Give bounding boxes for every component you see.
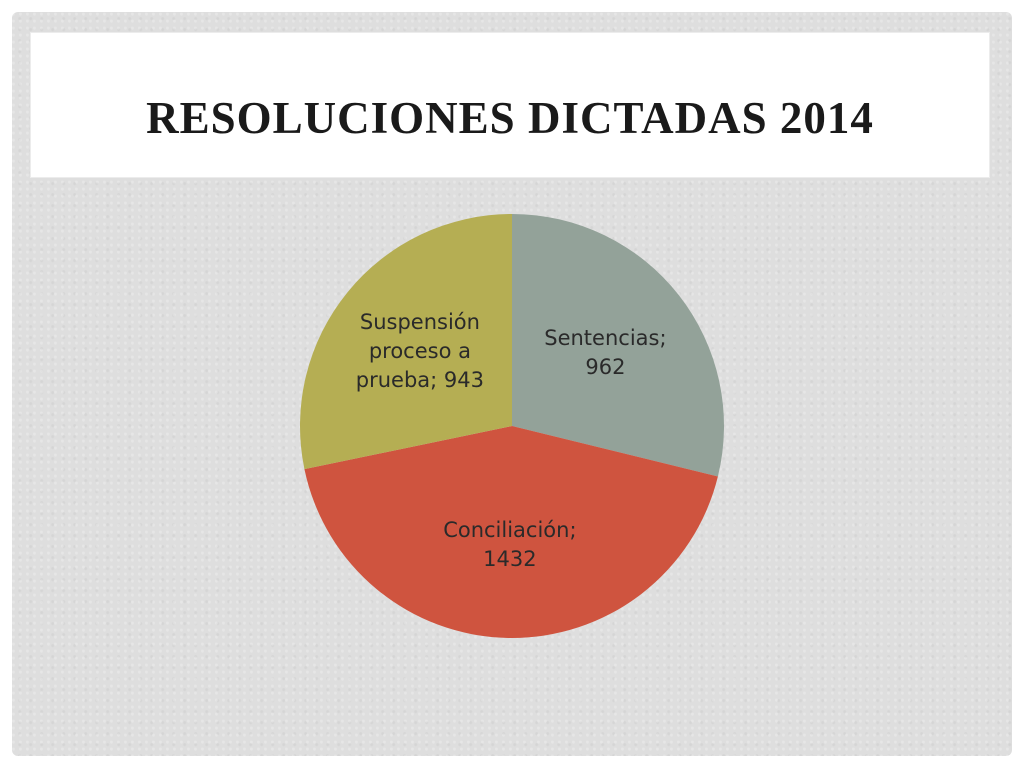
pie-data-label-line: prueba; 943 bbox=[356, 368, 484, 392]
pie-data-label-line: Conciliación; bbox=[443, 518, 576, 542]
pie-data-label-line: proceso a bbox=[369, 339, 471, 363]
pie-chart: Sentencias; 962 Conciliación; 1432 Suspensió… bbox=[299, 214, 724, 639]
pie-data-label-line: 1432 bbox=[483, 547, 536, 571]
pie-slice-sentencias bbox=[512, 214, 724, 477]
pie-data-label: Suspensión proceso a prueba; 943 bbox=[356, 310, 484, 392]
pie-labels: Sentencias; 962 Conciliación; 1432 Suspensió… bbox=[356, 310, 667, 571]
pie-data-label: Conciliación; 1432 bbox=[443, 518, 576, 571]
title-box: RESOLUCIONES DICTADAS 2014 bbox=[30, 32, 990, 178]
slide-title: RESOLUCIONES DICTADAS 2014 bbox=[146, 93, 874, 143]
pie-slice-conciliaci-n bbox=[304, 426, 718, 639]
pie-data-label: Sentencias; 962 bbox=[544, 326, 666, 379]
pie-data-label-line: Sentencias; bbox=[544, 326, 666, 350]
pie-slice-suspensi-n-proceso-a-prueba bbox=[299, 214, 512, 470]
pie-slices bbox=[299, 214, 724, 639]
pie-data-label-line: 962 bbox=[585, 355, 625, 379]
pie-data-label-line: Suspensión bbox=[360, 310, 480, 334]
slide: RESOLUCIONES DICTADAS 2014 Sentencias; 96… bbox=[12, 12, 1012, 756]
